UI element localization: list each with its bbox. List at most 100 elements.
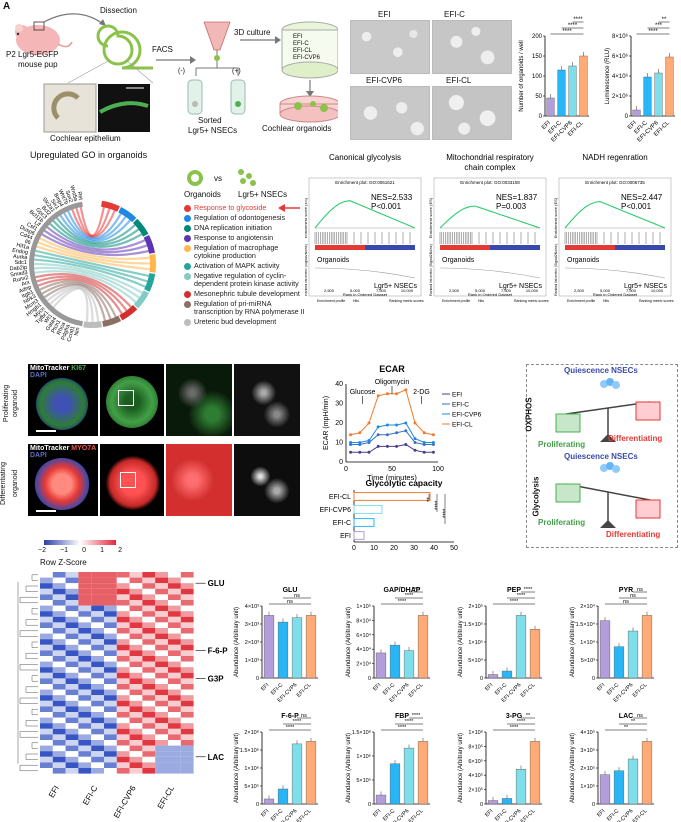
y-axis-label: Enrichment score (ES) (553, 197, 558, 238)
chord-title: Upregulated GO in organoids (30, 150, 148, 160)
heatmap-column-label: EFI-CVP6 (112, 784, 138, 820)
stain-dapi: DAPI (30, 452, 47, 459)
sig-label: **** (562, 29, 572, 35)
panel-a-schematic (15, 13, 338, 133)
heatmap-cell (116, 712, 130, 718)
heatmap-cell (142, 700, 156, 707)
sig-label: ** (526, 713, 531, 719)
go-legend-item: DNA replication initiation (184, 224, 324, 232)
heatmap-cell (40, 717, 53, 724)
x-tick-label: EFI (627, 120, 638, 131)
x-tick-label: 2,500 (449, 288, 460, 293)
heatmap-cell (104, 661, 117, 668)
bar (627, 630, 639, 679)
image-label: EFI-CL (446, 76, 472, 85)
facs-label: FACS (152, 45, 173, 54)
organoid-count-chart: 050100150200EFIEFI-CEFI-CVP6EFI-CLNumber… (519, 17, 589, 144)
heatmap-cell (168, 644, 181, 651)
y-tick-label: 0 (368, 802, 371, 808)
go-legend-swatch (184, 214, 191, 222)
oxphos-balance (555, 378, 661, 442)
gene-label: Pdgfra (61, 323, 72, 341)
heatmap-cell (40, 706, 53, 712)
condition-item: EFI (293, 34, 303, 40)
sig-label: *** (655, 23, 663, 29)
go-term-arc (143, 234, 155, 254)
ecar-point (385, 444, 389, 448)
y-axis-label: Abundance (Arbitrary unit) (458, 607, 464, 677)
heatmap-cell (142, 768, 156, 774)
bar (515, 615, 527, 679)
ecar-point (413, 441, 417, 444)
y-tick-label: 2×10⁶ (612, 93, 629, 100)
chord-ribbon (34, 254, 148, 283)
heatmap-cell (91, 633, 104, 640)
y-tick-label: 2×10⁶ (244, 729, 259, 736)
ecar-point (413, 421, 417, 425)
heatmap-cell (168, 684, 181, 690)
heatmap-cell (116, 605, 130, 612)
go-legend-line: Mesonephric tubule development (194, 289, 300, 298)
marker-label: LAC (208, 753, 225, 762)
heatmap-cell (180, 633, 194, 640)
culture-label: 3D culture (234, 28, 271, 37)
heatmap-cell (142, 611, 156, 617)
heatmap-cell (116, 700, 130, 707)
chord-ribbon (43, 229, 148, 254)
heatmap-cell (129, 756, 143, 763)
dendrogram-branch (25, 720, 38, 727)
group-label: Organoids (567, 257, 600, 264)
x-tick-label: 0 (352, 545, 356, 552)
gene-label: Ccnd1 (66, 326, 76, 343)
chord-diagram: RetWnt5aSox2Wnt7bBmp4Six1Slc2a1Bcl2Gpc3B… (9, 185, 156, 343)
x-tick-label: 5,000 (600, 288, 611, 293)
go-legend-swatch (184, 272, 191, 280)
x-tick-label: 5,000 (350, 288, 361, 293)
heatmap-cell (116, 639, 130, 645)
x-tick-label: 7,500 (501, 288, 512, 293)
y-tick-label: 150 (532, 54, 543, 60)
heatmap-cell (129, 689, 143, 696)
heatmap-cell (116, 706, 130, 712)
y-axis-label: Abundance (Arbitrary unit) (234, 607, 240, 677)
heatmap-cell (116, 667, 130, 673)
ecar-point (413, 437, 417, 441)
heatmap-cell (65, 639, 79, 645)
heatmap-cell (129, 751, 143, 757)
heatmap-cell (91, 583, 104, 589)
heatmap-cell (78, 712, 92, 718)
heatmap-cell (52, 650, 66, 656)
heatmap-cell (104, 611, 117, 617)
legend-label: EFI-CVP6 (452, 412, 482, 419)
glycolysis-label: Glycolysis (531, 476, 541, 517)
gene-label: Wt1 (43, 313, 54, 324)
heatmap-cell (52, 734, 66, 740)
x-tick-label: 10,000 (651, 288, 664, 293)
heatmap-cell (78, 678, 92, 684)
chord-ribbon (34, 270, 137, 303)
ecar-point (376, 425, 380, 429)
heatmap-cell (180, 577, 194, 584)
panel-b-charts: 050100150200EFIEFI-CEFI-CVP6EFI-CLNumber… (519, 17, 675, 144)
go-legend-line: transcription by RNA polymerase II (194, 307, 305, 316)
chart-title: Glycolytic capacity (365, 478, 442, 488)
heatmap-cell (78, 723, 92, 729)
sig-label: **** (648, 29, 658, 35)
heatmap-cell (91, 728, 104, 735)
heatmap-cell (40, 600, 53, 606)
chart-title: FBP (395, 713, 409, 720)
proliferating-image-zoom (166, 364, 232, 436)
y-axis-label: Number of organoids / well (519, 40, 525, 111)
group-label: Organoids (317, 257, 350, 264)
heatmap-cell (129, 572, 143, 578)
x-tick-label: EFI-CL (632, 682, 649, 699)
heatmap-cell (142, 622, 156, 628)
heatmap-cell (65, 628, 79, 634)
heatmap-cell (52, 572, 66, 578)
bar (291, 617, 303, 679)
go-legend-swatch (184, 204, 191, 212)
go-legend-swatch (184, 300, 191, 308)
ecar-point (358, 441, 362, 444)
heatmap-cell (40, 740, 53, 746)
